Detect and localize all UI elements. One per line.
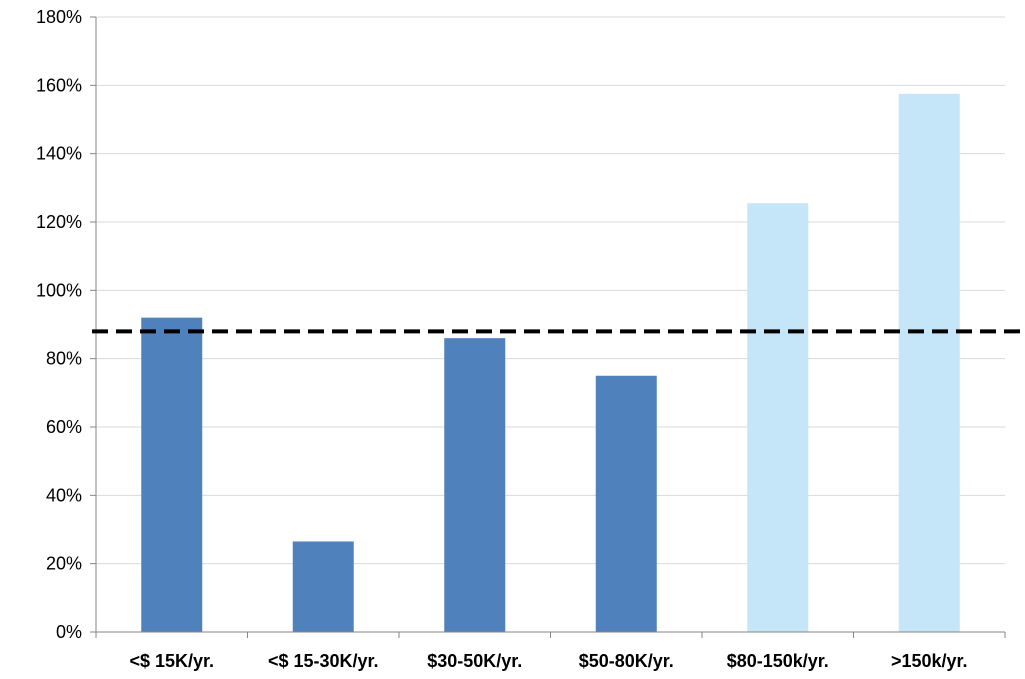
bar <box>141 317 203 632</box>
y-axis-tick-labels: 0% 20% 40% 60% 80% 100% 120% 140% 160% 180% <box>36 7 82 642</box>
y-tick-label: 140% <box>36 144 82 164</box>
y-tick-label: 180% <box>36 7 82 27</box>
x-axis-tick-labels: <$ 15K/yr. <$ 15-30K/yr. $30-50K/yr. $50-80… <box>129 651 967 671</box>
gridlines <box>96 16 1005 565</box>
bar <box>747 203 809 633</box>
x-tick-label: <$ 15-30K/yr. <box>268 651 379 671</box>
x-tick-label: $50-80K/yr. <box>579 651 674 671</box>
y-tick-label: 60% <box>46 417 82 437</box>
bar <box>595 375 657 632</box>
y-tick-label: 20% <box>46 554 82 574</box>
y-tick-label: 160% <box>36 75 82 95</box>
axes <box>90 16 1006 638</box>
bar <box>898 93 960 632</box>
x-tick-label: >150k/yr. <box>891 651 968 671</box>
bar <box>292 541 354 632</box>
y-tick-label: 40% <box>46 485 82 505</box>
x-tick-label: <$ 15K/yr. <box>129 651 214 671</box>
y-tick-label: 80% <box>46 349 82 369</box>
y-tick-label: 120% <box>36 212 82 232</box>
y-tick-label: 100% <box>36 280 82 300</box>
bars <box>141 93 960 633</box>
bar <box>444 338 506 632</box>
y-tick-label: 0% <box>56 622 82 642</box>
x-tick-label: $30-50K/yr. <box>427 651 522 671</box>
x-tick-label: $80-150k/yr. <box>727 651 829 671</box>
